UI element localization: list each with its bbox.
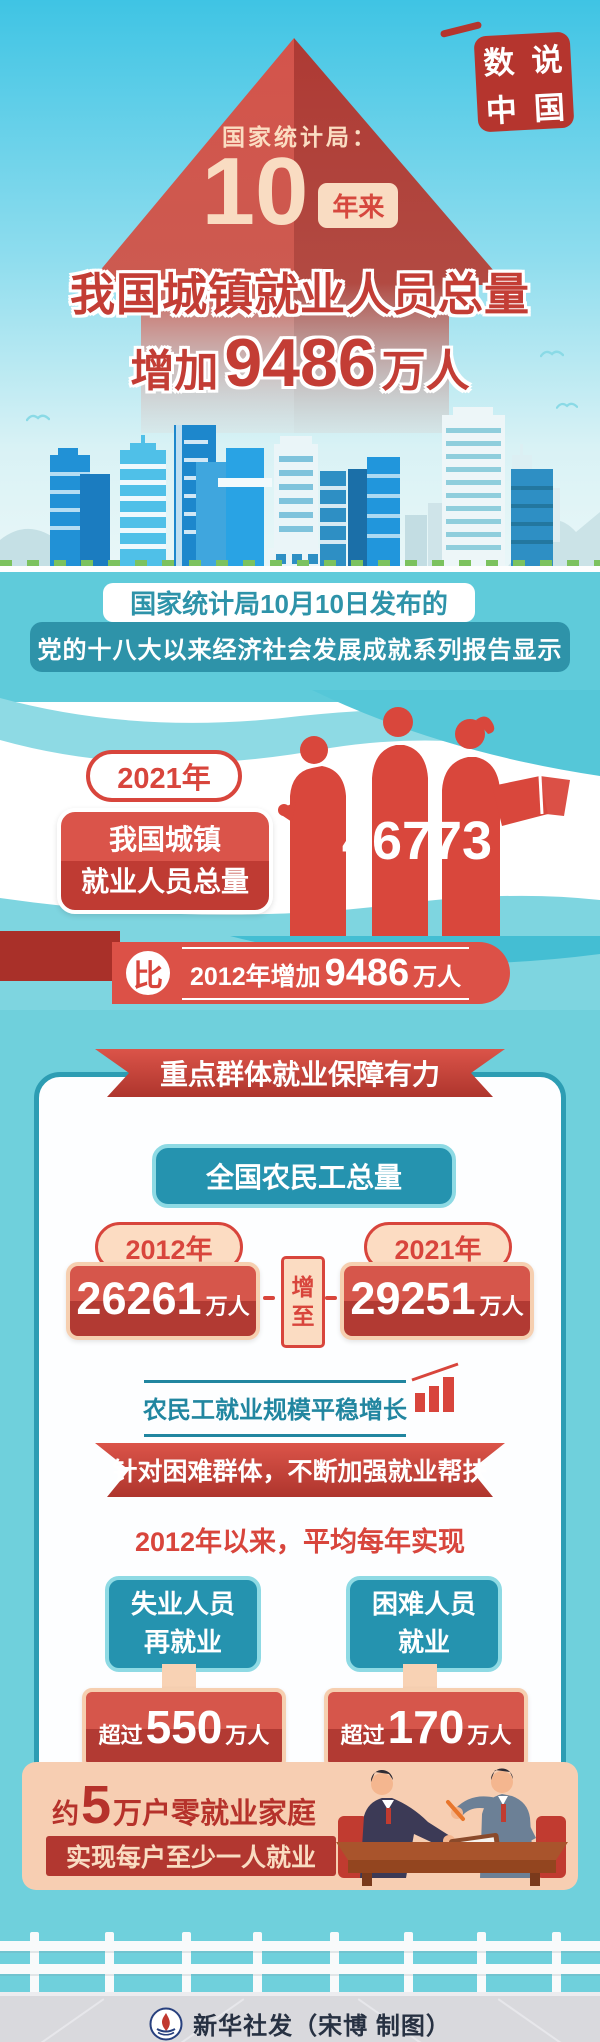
reemploy-value: 550: [145, 1701, 223, 1753]
label-line2: 就业人员总量: [80, 866, 249, 897]
connector-dash-right: [325, 1296, 337, 1300]
year-pill-2021: 2021年: [86, 750, 242, 802]
family-prefix: 约: [52, 1799, 79, 1829]
fence-post: [477, 1932, 486, 1994]
compare-prefix: 2012年增加: [190, 962, 321, 991]
zero-employment-panel: 约 5 万户零就业家庭 实现每户至少一人就业: [22, 1762, 578, 1890]
value-unit: 万人: [500, 835, 553, 865]
bush-strip: [0, 560, 600, 566]
trend-rule-top: [144, 1380, 406, 1383]
bird-icon: [540, 350, 564, 358]
since-2012-note: 2012年以来，平均每年实现: [134, 1527, 466, 1557]
compare-unit: 万人: [413, 963, 462, 991]
ribbon-key-groups: 重点群体就业保障有力: [80, 1049, 520, 1097]
zero-employment-line1: 约 5 万户零就业家庭: [52, 1774, 316, 1836]
migrant-value-2021: 29251 万人: [340, 1262, 534, 1340]
trend-rule-bottom: [144, 1434, 406, 1437]
migrant-number-2012: 26261: [76, 1273, 202, 1324]
connector-dash-left: [263, 1296, 275, 1300]
title2-prefix: 增加: [130, 347, 219, 396]
reemploy-prefix: 超过: [98, 1723, 143, 1748]
difficulty-value: 170: [387, 1701, 465, 1753]
increase-to-connector: 增 至: [281, 1256, 325, 1348]
connector-char-bottom: 至: [291, 1303, 315, 1329]
migrant-total-label: 全国农民工总量: [152, 1144, 456, 1208]
city-skyline: [0, 407, 600, 573]
seal-char: 国: [532, 89, 566, 126]
fence-post: [253, 1932, 262, 1994]
header-org-label: 国家统计局：: [222, 124, 378, 150]
compare-banner: 比 2012年增加 9486 万人: [112, 942, 510, 1004]
compare-circle: 比: [126, 951, 170, 995]
floor-edge: [0, 1992, 600, 1996]
ribbon-title: 重点群体就业保障有力: [159, 1059, 440, 1090]
shuoshuo-zhongguo-seal: 数 说 中 国: [473, 31, 575, 133]
difficulty-label-box: 困难人员 就业: [346, 1576, 502, 1672]
bird-icon: [556, 402, 578, 409]
main-title-line2: 增加 9486 万人: [0, 324, 600, 402]
ten-number: 10: [201, 138, 309, 245]
seal-char: 中: [485, 91, 518, 129]
bird-icon: [26, 414, 50, 422]
migrant-unit-2021: 万人: [479, 1294, 524, 1319]
growth-bar-chart-icon: [411, 1362, 459, 1412]
zero-employment-line2: 实现每户至少一人就业: [46, 1836, 336, 1876]
header-ten-years: 10 年来: [0, 138, 600, 245]
difficulty-value-box: 超过 170 万人: [324, 1688, 528, 1770]
workers-silhouette: [278, 707, 570, 938]
credit-text: 新华社发（宋博 制图）: [193, 2013, 451, 2040]
connector-char-top: 增: [291, 1274, 315, 1301]
employment-total-label: 我国城镇 就业人员总量: [57, 808, 273, 914]
reemploy-unit: 万人: [225, 1723, 270, 1748]
years-badge: 年来: [318, 182, 399, 228]
fence-post: [552, 1932, 561, 1994]
fence-rail-bottom: [0, 1964, 600, 1974]
floor: [0, 1992, 600, 2042]
title2-number: 9486: [224, 325, 376, 401]
value-number: 46773: [341, 811, 493, 871]
compare-banner-flap: [0, 931, 120, 981]
interview-illustration: [336, 1768, 568, 1886]
family-suffix: 万户零就业家庭: [113, 1798, 317, 1830]
report-banner-date: 国家统计局10月10日发布的: [103, 583, 475, 622]
migrant-number-2021: 29251: [350, 1273, 476, 1324]
difficulty-line2: 就业: [397, 1627, 450, 1657]
difficulty-unit: 万人: [467, 1723, 512, 1748]
ribbon2-title: 针对困难群体，不断加强就业帮扶: [112, 1458, 488, 1486]
xinhua-logo-icon: [149, 2007, 183, 2040]
migrant-value-2012: 26261 万人: [66, 1262, 260, 1340]
main-title-line1: 我国城镇就业人员总量: [69, 269, 530, 320]
column-connector-left: [162, 1664, 196, 1690]
family-number: 5: [81, 1775, 112, 1835]
fence-post: [105, 1932, 114, 1994]
footer: 新华社发（宋博 制图）: [0, 2006, 600, 2041]
label-line1: 我国城镇: [108, 824, 221, 855]
reemploy-line1: 失业人员: [130, 1589, 235, 1620]
reemploy-line2: 再就业: [143, 1627, 222, 1657]
ribbon-shape: [95, 1049, 505, 1097]
fence-post: [404, 1932, 413, 1994]
title2-unit: 万人: [381, 347, 470, 396]
fence-rail-top: [0, 1941, 600, 1951]
up-arrow-graphic: [88, 38, 506, 433]
migrant-unit-2012: 万人: [205, 1294, 250, 1319]
seal-char: 数: [482, 43, 516, 81]
difficulty-prefix: 超过: [340, 1723, 385, 1748]
compare-text: 2012年增加 9486 万人: [182, 946, 470, 1000]
compare-number: 9486: [324, 951, 410, 994]
fence-post: [330, 1932, 339, 1994]
employment-2021-value: 46773 万人: [312, 810, 582, 872]
fence-post: [30, 1932, 39, 1994]
fence-post: [182, 1932, 191, 1994]
reemployment-label-box: 失业人员 再就业: [105, 1576, 261, 1672]
difficulty-line1: 困难人员: [371, 1589, 476, 1620]
ribbon-difficult-groups: 针对困难群体，不断加强就业帮扶: [80, 1443, 520, 1497]
reemployment-value-box: 超过 550 万人: [82, 1688, 286, 1770]
column-connector-right: [403, 1664, 437, 1690]
ribbon-shape: [95, 1443, 505, 1497]
report-banner-title: 党的十八大以来经济社会发展成就系列报告显示: [30, 622, 570, 672]
seal-char: 说: [530, 41, 564, 79]
trend-note: 农民工就业规模平稳增长: [143, 1397, 407, 1424]
